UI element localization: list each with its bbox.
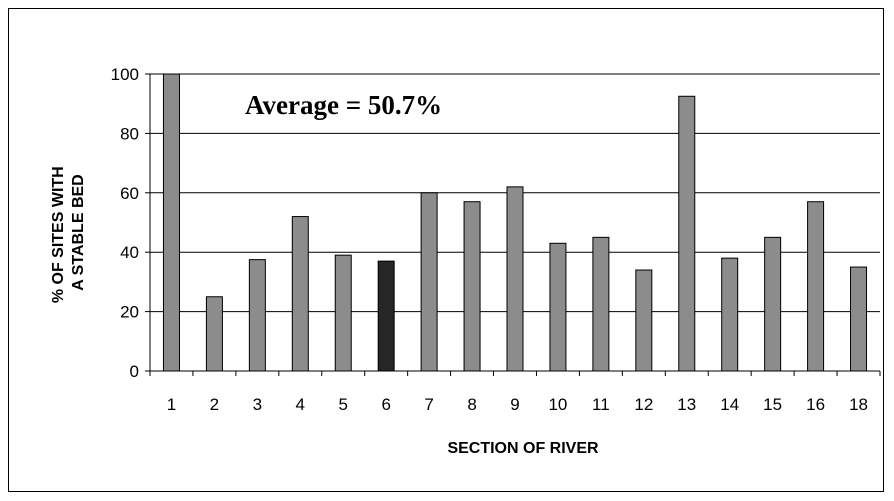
axes [149, 74, 881, 376]
bar [420, 192, 438, 372]
x-tick-label: 15 [763, 395, 782, 414]
x-tick-label: 1 [167, 395, 176, 414]
x-tick-label: 7 [424, 395, 433, 414]
y-tick-label: 60 [120, 184, 139, 203]
x-axis-title: SECTION OF RIVER [447, 440, 599, 457]
bar [635, 269, 653, 372]
x-tick-label: 4 [296, 395, 305, 414]
x-tick-labels: 1 2 3 4 5 6 7 8 9 10 11 12 13 14 15 16 18 [167, 395, 868, 414]
chart-frame [8, 8, 884, 492]
x-tick-label: 9 [510, 395, 519, 414]
bar [248, 259, 266, 372]
bar [463, 201, 481, 372]
y-tick-label: 40 [120, 243, 139, 262]
x-tick-label: 10 [548, 395, 567, 414]
bar [764, 236, 782, 372]
bar [334, 254, 352, 372]
bar [291, 216, 309, 372]
bar [506, 186, 524, 372]
y-axis-title: % OF SITES WITH A STABLE BED [50, 162, 87, 303]
bar [205, 296, 223, 372]
x-tick-label: 11 [592, 395, 610, 414]
bar [721, 257, 739, 372]
bar [807, 201, 825, 372]
x-tick-label: 8 [467, 395, 476, 414]
bar [377, 260, 395, 372]
bars [162, 73, 868, 372]
bar [162, 73, 180, 372]
y-tick-labels: 0 20 40 60 80 100 [111, 65, 139, 381]
y-tick-label: 20 [120, 303, 139, 322]
bar [678, 95, 696, 372]
y-tick-label: 80 [120, 124, 139, 143]
y-axis-title-line-1: % OF SITES WITH [50, 166, 67, 303]
y-axis-title-line-2: A STABLE BED [70, 174, 87, 290]
bar [592, 236, 610, 372]
x-tick-label: 14 [720, 395, 739, 414]
average-annotation: Average = 50.7% [245, 90, 442, 120]
x-tick-label: 12 [634, 395, 653, 414]
x-tick-label: 2 [210, 395, 219, 414]
y-tick-label: 0 [130, 362, 139, 381]
x-tick-label: 5 [339, 395, 348, 414]
bar [850, 266, 868, 372]
x-tick-label: 6 [381, 395, 390, 414]
y-tick-label: 100 [111, 65, 139, 84]
bar [549, 242, 567, 372]
x-tick-label: 16 [806, 395, 825, 414]
x-tick-label: 18 [849, 395, 868, 414]
x-tick-label: 3 [253, 395, 262, 414]
x-tick-label: 13 [677, 395, 696, 414]
